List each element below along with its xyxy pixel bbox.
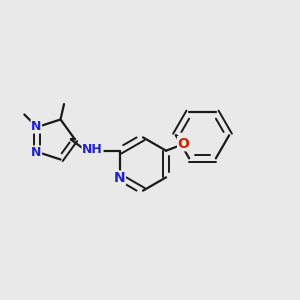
Text: N: N — [31, 120, 41, 133]
Text: N: N — [114, 171, 125, 185]
Text: NH: NH — [82, 143, 103, 157]
Text: N: N — [31, 146, 41, 159]
Text: O: O — [178, 137, 190, 151]
